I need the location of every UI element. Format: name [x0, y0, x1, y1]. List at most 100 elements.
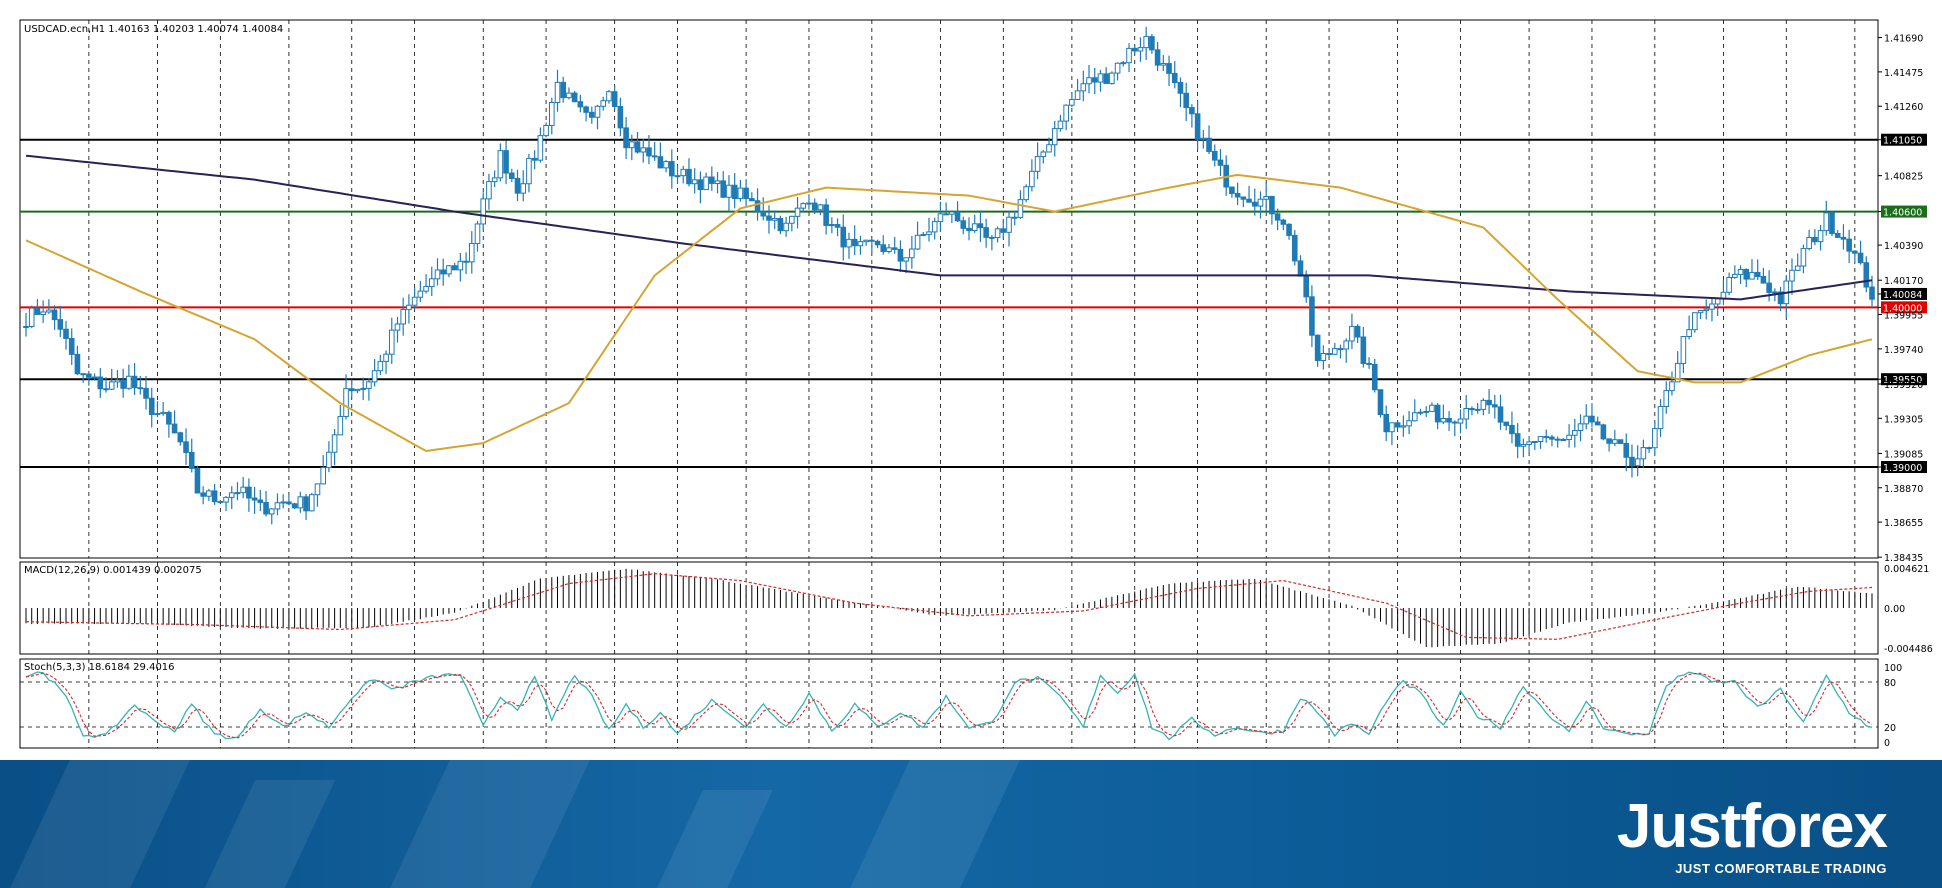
candle-body: [331, 434, 338, 453]
candle-body: [1046, 144, 1052, 153]
candle-body: [1109, 72, 1115, 84]
candle-body: [629, 141, 635, 149]
candle-body: [606, 91, 612, 102]
y-tick-label: 1.39305: [1884, 414, 1923, 425]
candle-body: [760, 210, 767, 217]
candle-body: [1286, 223, 1292, 236]
candle-body: [1166, 63, 1172, 74]
candle-body: [40, 311, 46, 315]
brand-logo: Justforex JUST COMFORTABLE TRADING: [1617, 795, 1888, 877]
candle-body: [211, 490, 218, 503]
y-tick-label: 1.38655: [1884, 518, 1923, 529]
candle-body: [937, 213, 944, 223]
candle-body: [1429, 404, 1435, 412]
candle-body: [777, 218, 784, 232]
candle-body: [1549, 436, 1555, 440]
candle-body: [1463, 408, 1470, 420]
candle-body: [1503, 421, 1510, 426]
candle-body: [1526, 441, 1532, 445]
candle-body: [1846, 238, 1852, 252]
candle-body: [1514, 433, 1521, 447]
candle-body: [886, 247, 892, 253]
candle-body: [686, 168, 692, 185]
candle-body: [440, 269, 447, 275]
candle-body: [1829, 212, 1835, 235]
candle-body: [1074, 90, 1081, 100]
stoch-y-tick: 80: [1884, 678, 1896, 689]
candle-body: [400, 309, 407, 325]
candle-body: [560, 81, 567, 99]
candle-body: [731, 184, 738, 200]
candle-body: [869, 239, 875, 242]
candle-body: [1480, 399, 1487, 410]
y-tick-label: 1.40390: [1884, 241, 1923, 252]
candle-body: [91, 376, 98, 379]
candle-body: [949, 211, 955, 215]
candle-body: [1217, 159, 1224, 166]
candle-body: [526, 157, 532, 185]
candle-body: [1434, 404, 1441, 423]
candle-body: [1726, 276, 1732, 293]
candle-body: [1177, 82, 1184, 94]
candle-body: [1817, 230, 1824, 243]
candle-body: [257, 499, 264, 503]
candle-body: [51, 309, 58, 321]
candle-body: [1852, 250, 1858, 254]
candle-body: [840, 226, 847, 248]
candle-body: [1331, 348, 1338, 355]
candle-body: [366, 381, 372, 389]
candle-body: [1423, 410, 1430, 413]
candle-body: [548, 102, 555, 126]
stoch-signal-line: [25, 672, 1873, 739]
candle-body: [583, 106, 589, 113]
candle-body: [1303, 275, 1309, 298]
candle-body: [1537, 436, 1544, 442]
candle-body: [166, 411, 172, 425]
candle-body: [223, 496, 229, 503]
candle-body: [857, 241, 864, 247]
candle-body: [303, 496, 309, 512]
candle-body: [920, 234, 927, 237]
candle-body: [1051, 128, 1058, 146]
candle-body: [154, 413, 161, 416]
candle-body: [829, 224, 835, 227]
candle-body: [1823, 212, 1830, 232]
candle-body: [1097, 73, 1104, 83]
candle-body: [789, 215, 795, 224]
chart-title: USDCAD.ecn,H1 1.40163 1.40203 1.40074 1.…: [24, 24, 283, 35]
candle-body: [1194, 113, 1201, 140]
candle-body: [1572, 430, 1578, 436]
candle-body: [320, 467, 326, 485]
candle-body: [697, 179, 704, 191]
candle-body: [1451, 421, 1458, 424]
price-label-box: [1881, 373, 1927, 386]
candle-body: [1200, 137, 1207, 140]
candle-body: [1754, 271, 1761, 277]
candle-body: [1749, 271, 1755, 280]
candle-body: [1777, 291, 1784, 305]
candle-body: [451, 265, 458, 271]
candle-body: [1766, 282, 1772, 293]
candle-body: [1057, 120, 1064, 130]
candle-body: [1206, 137, 1212, 152]
candle-body: [1326, 353, 1332, 356]
candle-body: [371, 370, 378, 383]
candle-body: [263, 501, 269, 515]
macd-title: MACD(12,26,9) 0.001439 0.002075: [24, 565, 202, 576]
candle-body: [1389, 422, 1395, 433]
candle-body: [1629, 456, 1635, 467]
candle-body: [954, 211, 961, 222]
candle-body: [1320, 353, 1327, 361]
stoch-y-tick: 100: [1884, 663, 1902, 674]
candle-body: [1354, 325, 1361, 338]
candle-body: [200, 492, 206, 497]
price-label: 1.39550: [1883, 375, 1922, 386]
candle-body: [1171, 72, 1178, 84]
candle-body: [291, 503, 298, 509]
candle-body: [669, 161, 675, 177]
candle-body: [1274, 213, 1281, 221]
candle-body: [794, 207, 801, 217]
candle-body: [1497, 406, 1504, 423]
candle-body: [251, 497, 258, 501]
candle-body: [103, 388, 109, 391]
